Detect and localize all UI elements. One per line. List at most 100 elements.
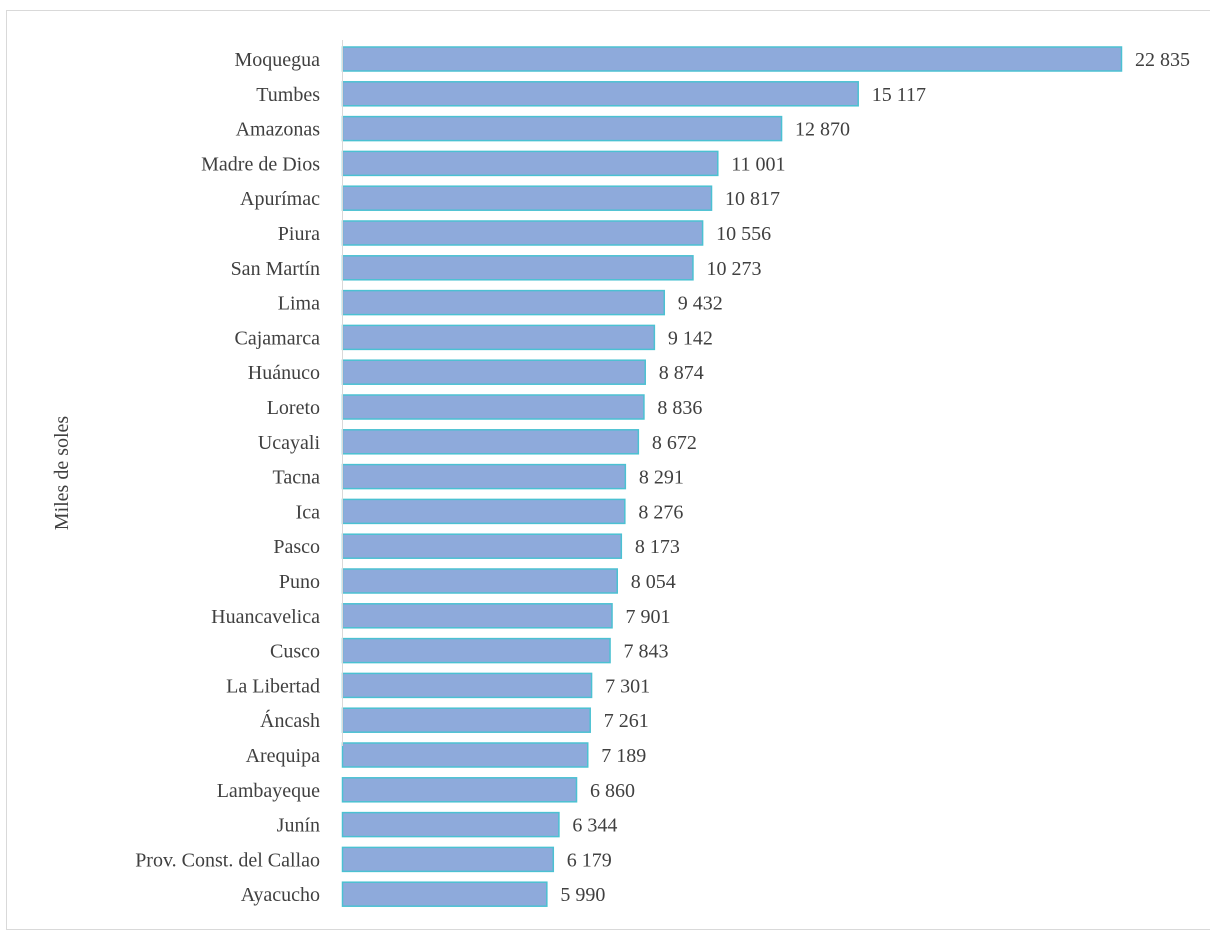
bar [341, 846, 555, 873]
bar [341, 359, 646, 385]
value-label: 8 173 [635, 536, 680, 558]
bar-group: Áncash 7 261 [260, 707, 649, 733]
bar-group: Prov. Const. del Callao 6 179 [135, 846, 612, 873]
category-label: Moquegua [234, 49, 320, 71]
bar-group: Madre de Dios 11 001 [201, 150, 786, 177]
category-label: Junín [277, 815, 320, 837]
value-label: 6 860 [590, 780, 635, 802]
value-label: 7 301 [605, 675, 650, 697]
value-label: 9 142 [668, 327, 713, 349]
bar-group: Cajamarca 9 142 [235, 324, 713, 351]
value-label: 5 990 [560, 884, 605, 906]
bars-layer: Moquegua 22 835 Tumbes 15 117 Amazonas 12 870… [135, 46, 1190, 907]
bar-group: Tacna 8 291 [273, 463, 684, 490]
value-label: 22 835 [1135, 49, 1190, 71]
category-label: Madre de Dios [201, 153, 320, 175]
bar [341, 463, 627, 490]
category-label: Cusco [270, 641, 320, 663]
bar [341, 811, 560, 838]
bar [341, 707, 591, 733]
category-label: Tumbes [256, 84, 320, 106]
bar [341, 498, 626, 525]
bar [341, 46, 1123, 72]
value-label: 10 817 [725, 188, 780, 210]
category-label: Tacna [273, 467, 321, 489]
category-label: Lima [278, 293, 320, 315]
value-label: 7 261 [604, 710, 649, 732]
value-label: 6 179 [567, 849, 612, 871]
bar-group: Ayacucho 5 990 [241, 881, 605, 907]
bar-group: Piura 10 556 [278, 220, 771, 246]
value-label: 10 273 [706, 258, 761, 280]
bar-group: Ucayali 8 672 [258, 429, 697, 455]
value-label: 10 556 [716, 223, 771, 245]
bar-group: La Libertad 7 301 [226, 672, 650, 699]
category-label: Ayacucho [241, 884, 320, 906]
bar-group: Moquegua 22 835 [234, 46, 1190, 72]
category-label: Áncash [260, 709, 320, 732]
value-label: 8 836 [657, 397, 702, 419]
category-label: Arequipa [246, 745, 321, 767]
value-label: 8 276 [638, 501, 683, 523]
category-label: La Libertad [226, 675, 320, 697]
bar-group: Tumbes 15 117 [256, 81, 926, 107]
y-axis-title: Miles de soles [51, 416, 73, 531]
category-label: Loreto [267, 397, 320, 419]
bar-group: Arequipa 7 189 [246, 742, 646, 768]
bar [341, 637, 611, 664]
bar [341, 220, 704, 246]
bar [341, 115, 783, 142]
bar-group: Huancavelica 7 901 [211, 603, 671, 629]
category-label: Prov. Const. del Callao [135, 849, 320, 871]
bar [341, 603, 613, 629]
category-label: Huancavelica [211, 606, 320, 628]
bar [341, 394, 645, 420]
value-label: 6 344 [572, 815, 617, 837]
category-label: Ica [296, 501, 321, 523]
bar [341, 533, 623, 559]
bar-group: Apurímac 10 817 [240, 185, 780, 211]
bar [341, 185, 713, 211]
category-label: Piura [278, 223, 320, 245]
bar [341, 881, 548, 907]
bar-group: Cusco 7 843 [270, 637, 669, 664]
value-label: 12 870 [795, 119, 850, 141]
bar [341, 150, 719, 177]
value-label: 9 432 [678, 293, 723, 315]
bar-group: Lima 9 432 [278, 289, 723, 316]
value-label: 8 874 [659, 362, 704, 384]
bar-group: Huánuco 8 874 [248, 359, 704, 385]
bar-group: Loreto 8 836 [267, 394, 702, 420]
bar [341, 324, 656, 351]
value-label: 7 843 [624, 641, 669, 663]
category-label: Pasco [273, 536, 320, 558]
category-label: Huánuco [248, 362, 320, 384]
bar [341, 81, 859, 107]
value-label: 8 291 [639, 467, 684, 489]
value-label: 7 901 [626, 606, 671, 628]
bar-group: Puno 8 054 [279, 568, 676, 594]
bar-group: Ica 8 276 [296, 498, 683, 525]
value-label: 8 672 [652, 432, 697, 454]
category-label: Ucayali [258, 432, 321, 454]
bar [341, 672, 593, 699]
bar-group: Lambayeque 6 860 [217, 777, 635, 803]
value-label: 11 001 [731, 153, 785, 175]
category-label: Puno [279, 571, 320, 593]
category-label: Cajamarca [235, 327, 321, 349]
category-label: San Martín [231, 258, 320, 280]
bar [341, 777, 578, 803]
bar-group: Junín 6 344 [277, 811, 617, 838]
value-label: 8 054 [631, 571, 676, 593]
bar [341, 289, 666, 316]
category-label: Lambayeque [217, 780, 320, 802]
bar-group: San Martín 10 273 [231, 255, 761, 281]
bar [341, 568, 619, 594]
bar [341, 255, 694, 281]
category-label: Apurímac [240, 188, 320, 210]
bar [341, 429, 640, 455]
bar [341, 742, 589, 768]
bar-group: Amazonas 12 870 [236, 115, 850, 142]
bar-group: Pasco 8 173 [273, 533, 680, 559]
